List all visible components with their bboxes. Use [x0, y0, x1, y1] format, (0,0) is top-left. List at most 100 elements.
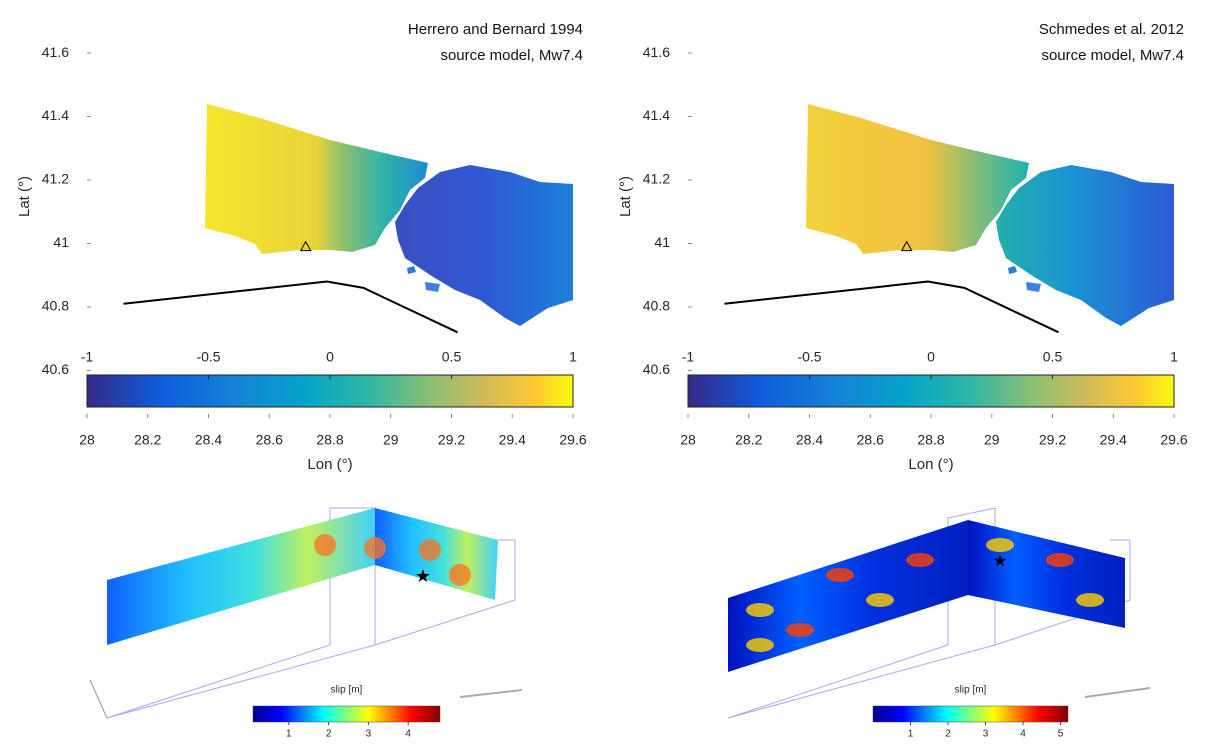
slip-patch [449, 564, 471, 586]
colorbar-tick-label: 1 [286, 729, 292, 740]
colorbar-tick-label: 0.5 [1043, 349, 1063, 365]
colorbar-tick-label: 2 [326, 729, 332, 740]
slip-patch [314, 534, 336, 556]
slip-patch [746, 638, 774, 652]
colorbar-tick-label: 4 [405, 729, 411, 740]
land-west [806, 104, 1029, 254]
colorbar-tick-label: -0.5 [196, 349, 220, 365]
x-tick-label: 28.6 [857, 432, 884, 448]
islands [1008, 266, 1017, 274]
colorbar-tick-label: 1 [908, 729, 914, 740]
x-tick-label: 28.6 [256, 432, 283, 448]
y-tick-label: 41 [53, 234, 69, 250]
box-outline [994, 539, 1131, 646]
slip-patch [746, 603, 774, 617]
fault-trace [123, 280, 459, 334]
y-tick-label: 40.8 [42, 298, 69, 314]
x-tick-label: 29.4 [1100, 432, 1127, 448]
colorbar-label: slip [m] [331, 685, 363, 696]
y-tick-label: 40.6 [643, 361, 670, 377]
annotation: Schmedes et al. 2012 [1039, 21, 1184, 38]
colorbar-tick-label: 0.5 [442, 349, 462, 365]
slip-patch [419, 539, 441, 561]
axis-stub [89, 679, 108, 719]
y-tick-label: 40.8 [643, 298, 670, 314]
map-panel: 28 28.2 28.4 28.6 28.8 29 29.2 29.4 29.6 40.6 40.8… [16, 21, 587, 473]
x-tick-label: 28 [79, 432, 95, 448]
x-tick-label: 28.8 [917, 432, 944, 448]
map-panel: 28 28.2 28.4 28.6 28.8 29 29.2 29.4 29.6 40.6 40.8… [617, 21, 1188, 473]
colorbar-tick-label: 5 [1058, 729, 1064, 740]
colorbar [872, 705, 1069, 723]
colorbar-tick-label: -0.5 [797, 349, 821, 365]
colorbar [86, 374, 574, 408]
x-tick-label: 28.4 [195, 432, 222, 448]
station-marker [900, 240, 913, 252]
box-outline [106, 507, 376, 719]
y-tick-label: 41.2 [643, 171, 670, 187]
slip-panel: ★ slip [m] 1 2 3 4 [89, 507, 523, 740]
hypocenter: ★ [993, 553, 1007, 570]
slip-patch [786, 623, 814, 637]
x-axis-label: Lon (°) [908, 456, 953, 473]
x-tick-label: 29.2 [1039, 432, 1066, 448]
y-tick-label: 41.4 [42, 107, 69, 123]
islands [407, 266, 416, 274]
y-tick-label: 41.6 [42, 44, 69, 60]
fault-trace [724, 280, 1059, 334]
y-tick-label: 41 [654, 234, 670, 250]
land-east [996, 165, 1174, 326]
x-tick-label: 29.6 [1160, 432, 1187, 448]
slip-patch [826, 568, 854, 582]
colorbar-tick-label: 0 [326, 349, 334, 365]
slip-patch [1046, 553, 1074, 567]
islands [1026, 282, 1041, 292]
hypocenter: ★ [415, 566, 431, 586]
colorbar [252, 705, 441, 723]
axis-stub [1084, 687, 1151, 698]
station-marker [299, 240, 312, 252]
x-tick-label: 29 [984, 432, 1000, 448]
x-tick-label: 29.6 [559, 432, 586, 448]
colorbar-tick-label: 1 [1170, 349, 1178, 365]
axis-stub [459, 689, 523, 698]
colorbar-tick-label: 1 [569, 349, 577, 365]
slip-plane [107, 508, 375, 645]
x-tick-label: 28 [680, 432, 696, 448]
land-west [205, 104, 428, 254]
colorbar-tick-label: -1 [81, 349, 94, 365]
slip-plane [968, 520, 1125, 628]
colorbar-tick-label: 3 [366, 729, 372, 740]
x-tick-label: 28.4 [796, 432, 823, 448]
x-tick-label: 29 [383, 432, 399, 448]
x-tick-label: 29.4 [499, 432, 526, 448]
y-tick-label: 41.4 [643, 107, 670, 123]
colorbar-tick-label: 2 [945, 729, 951, 740]
x-tick-label: 28.2 [735, 432, 762, 448]
y-tick-label: 40.6 [42, 361, 69, 377]
colorbar-tick-label: 4 [1020, 729, 1026, 740]
colorbar-label: slip [m] [955, 685, 987, 696]
x-tick-label: 29.2 [438, 432, 465, 448]
colorbar [687, 374, 1175, 408]
slip-patch [906, 553, 934, 567]
slip-patch [866, 593, 894, 607]
colorbar-tick-label: 3 [983, 729, 989, 740]
y-axis-label: Lat (°) [617, 176, 634, 217]
y-tick-label: 41.6 [643, 44, 670, 60]
box-outline [727, 507, 996, 719]
annotation: source model, Mw7.4 [1041, 47, 1184, 64]
colorbar-tick-label: -1 [682, 349, 695, 365]
annotation: source model, Mw7.4 [440, 47, 583, 64]
land-east [395, 165, 573, 326]
y-axis-label: Lat (°) [16, 176, 33, 217]
box-outline [374, 539, 516, 646]
slip-patch [364, 537, 386, 559]
x-axis-label: Lon (°) [307, 456, 352, 473]
x-tick-label: 28.8 [316, 432, 343, 448]
slip-patch [986, 538, 1014, 552]
slip-patch [1076, 593, 1104, 607]
colorbar-tick-label: 0 [927, 349, 935, 365]
islands [425, 282, 440, 292]
